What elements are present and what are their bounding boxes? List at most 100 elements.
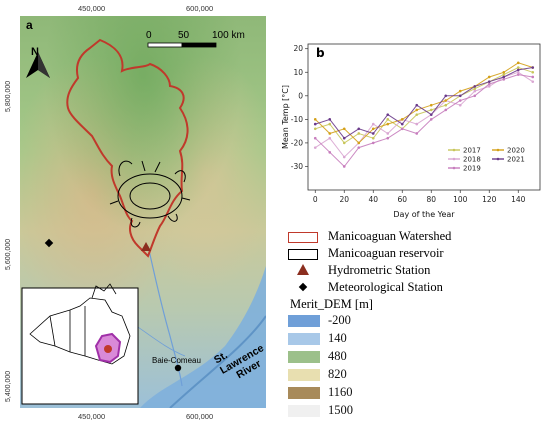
series-point-2018 xyxy=(342,155,346,159)
series-point-2019 xyxy=(386,136,390,140)
dem-class-label: -200 xyxy=(328,313,351,327)
chart-plot-area xyxy=(307,43,541,191)
series-point-2018 xyxy=(371,122,375,126)
series-point-2017 xyxy=(342,141,346,145)
series-point-2018 xyxy=(516,70,520,74)
series-point-2021 xyxy=(429,113,433,116)
chart-panel-label: b xyxy=(316,46,325,60)
legend-label-2019: 2019 xyxy=(463,165,481,173)
series-point-2021 xyxy=(458,94,462,98)
hydrometric-station-marker xyxy=(141,242,151,251)
legend-watershed-swatch xyxy=(288,232,318,243)
series-point-2020 xyxy=(386,122,390,126)
y-tick-label: -20 xyxy=(291,138,303,147)
x-tick-label: 20 xyxy=(339,195,349,204)
legend-watershed-label: Manicoaguan Watershed xyxy=(328,229,452,243)
series-point-2020 xyxy=(357,141,361,145)
series-point-2018 xyxy=(386,132,390,135)
series-point-2019 xyxy=(357,146,361,149)
series-point-2021 xyxy=(400,122,404,126)
legend-hydro-label: Hydrometric Station xyxy=(328,263,431,277)
series-point-2017 xyxy=(328,122,332,126)
series-point-2021 xyxy=(371,132,375,135)
legend-dem-title: Merit_DEM [m] xyxy=(290,297,373,311)
series-point-2021 xyxy=(516,68,520,72)
dem-class-label: 1160 xyxy=(328,385,353,399)
map-y-tick-2: 5,600,000 xyxy=(5,238,12,270)
map-x-tick-top-2: 600,000 xyxy=(186,4,214,13)
series-point-2018 xyxy=(328,136,332,140)
legend-marker-2019 xyxy=(452,166,456,170)
st-lawrence-water xyxy=(140,266,266,408)
map-x-tick-top-1: 450,000 xyxy=(78,4,106,13)
series-point-2019 xyxy=(342,165,346,168)
series-point-2019 xyxy=(531,75,535,79)
north-arrow-icon xyxy=(26,52,50,78)
map-x-tick-bottom-1: 450,000 xyxy=(78,412,106,421)
series-point-2020 xyxy=(502,70,506,74)
series-point-2018 xyxy=(473,89,477,93)
series-point-2019 xyxy=(444,108,448,112)
series-point-2019 xyxy=(328,151,332,154)
dem-class-label: 480 xyxy=(328,349,347,363)
series-point-2020 xyxy=(516,61,520,65)
watershed-outline xyxy=(66,38,189,258)
series-point-2020 xyxy=(313,118,317,121)
y-axis-label: Mean Temp [°C] xyxy=(281,85,290,149)
series-point-2019 xyxy=(502,78,506,81)
y-tick-label: -10 xyxy=(291,115,303,124)
series-point-2020 xyxy=(458,89,462,93)
series-point-2019 xyxy=(429,118,433,121)
dem-class-label: 140 xyxy=(328,331,347,345)
series-point-2017 xyxy=(502,73,506,76)
dem-class-swatch xyxy=(288,351,320,363)
series-point-2019 xyxy=(313,136,317,140)
series-point-2017 xyxy=(371,136,375,140)
legend-label-2018: 2018 xyxy=(463,156,481,164)
legend-hydro-icon xyxy=(297,264,309,275)
reservoir-outline xyxy=(109,160,191,228)
series-line-2021 xyxy=(315,67,533,139)
legend-reservoir-swatch xyxy=(288,249,318,260)
series-point-2020 xyxy=(328,132,332,135)
map-y-tick-1: 5,800,000 xyxy=(5,80,12,112)
series-point-2021 xyxy=(531,66,535,69)
map-canvas xyxy=(20,16,266,408)
scale-bar xyxy=(147,42,217,48)
series-point-2018 xyxy=(531,80,535,83)
series-point-2017 xyxy=(444,103,448,107)
dem-class-swatch xyxy=(288,387,320,399)
y-tick-label: 20 xyxy=(293,44,303,53)
scale-label-100: 100 km xyxy=(212,30,245,41)
series-point-2019 xyxy=(415,132,419,135)
series-point-2020 xyxy=(415,108,419,112)
legend-reservoir-label: Manicoaguan reservoir xyxy=(328,246,444,260)
legend-label-2020: 2020 xyxy=(507,147,525,155)
x-tick-label: 60 xyxy=(397,195,407,204)
series-point-2020 xyxy=(429,103,433,107)
map-panel-label: a xyxy=(26,18,33,32)
series-point-2018 xyxy=(415,122,419,126)
series-point-2020 xyxy=(342,127,346,131)
series-point-2020 xyxy=(444,99,448,102)
legend-marker-2017 xyxy=(452,148,456,152)
dem-class-swatch xyxy=(288,315,320,327)
dem-class-swatch xyxy=(288,405,320,417)
series-point-2018 xyxy=(458,103,462,107)
y-tick-label: 0 xyxy=(298,91,303,100)
x-tick-label: 0 xyxy=(313,195,318,204)
series-point-2021 xyxy=(487,80,491,83)
meteo-station-marker-1 xyxy=(44,238,54,248)
series-point-2018 xyxy=(487,85,491,88)
dem-class-label: 820 xyxy=(328,367,347,381)
dem-class-swatch xyxy=(288,333,320,345)
map-x-tick-bottom-2: 600,000 xyxy=(186,412,214,421)
series-point-2017 xyxy=(313,127,317,131)
map-y-tick-3: 5,400,000 xyxy=(5,370,12,402)
x-tick-label: 100 xyxy=(453,195,468,204)
series-point-2017 xyxy=(531,70,535,74)
legend-marker-2020 xyxy=(496,148,500,152)
series-point-2020 xyxy=(371,127,375,131)
series-point-2020 xyxy=(487,75,491,79)
x-tick-label: 40 xyxy=(368,195,378,204)
